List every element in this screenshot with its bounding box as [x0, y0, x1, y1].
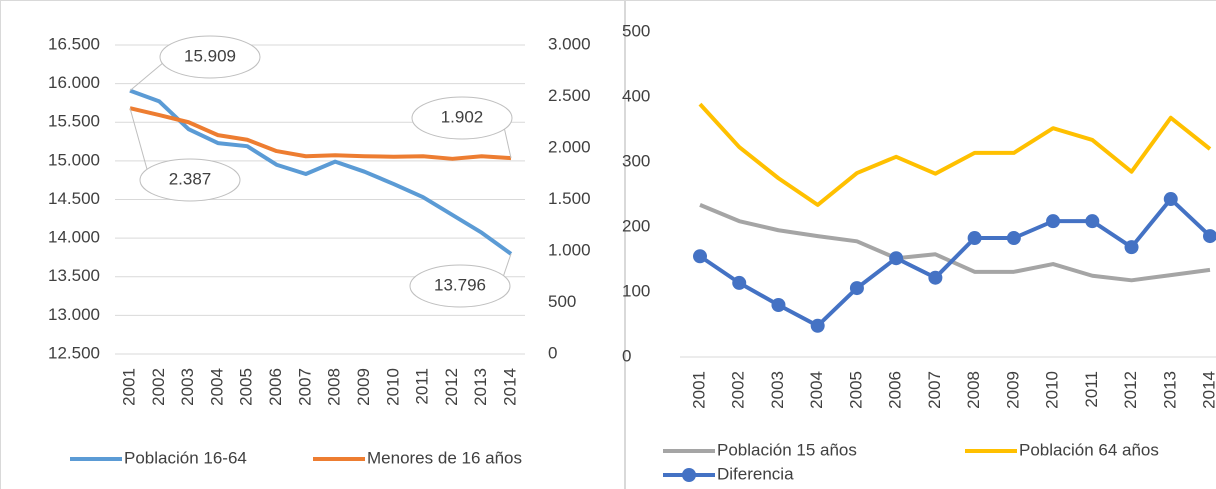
x-tick-label: 2002	[149, 368, 168, 406]
point-marker	[1124, 240, 1139, 255]
x-tick-label: 2004	[207, 368, 226, 406]
x-tick-label: 2011	[1082, 371, 1101, 408]
y-tick-label: 500	[622, 21, 650, 40]
series-line	[129, 106, 512, 161]
y-tick-label: 14.500	[48, 189, 100, 208]
legend-marker	[682, 468, 696, 482]
x-tick-label: 2006	[886, 371, 905, 409]
y-tick-label: 13.000	[48, 305, 100, 324]
x-tick-label: 2014	[1199, 371, 1216, 409]
x-tick-label: 2002	[729, 371, 748, 409]
right-chart-border	[625, 0, 1216, 489]
y-tick-label: 15.500	[48, 112, 100, 131]
x-tick-label: 2007	[925, 371, 944, 409]
y-tick-label: 12.500	[48, 343, 100, 362]
y2-tick-label: 1.500	[548, 189, 591, 208]
x-tick-label: 2001	[119, 368, 138, 406]
x-tick-label: 2005	[237, 368, 256, 406]
y2-tick-label: 2.500	[548, 86, 591, 105]
x-tick-label: 2010	[383, 368, 402, 406]
legend-label: Población 16-64	[124, 448, 247, 467]
data-label: 1.902	[441, 107, 484, 126]
legend-label: Población 64 años	[1019, 440, 1159, 459]
x-tick-label: 2007	[295, 368, 314, 406]
point-marker	[1163, 192, 1178, 207]
point-marker	[810, 318, 825, 333]
y2-tick-label: 2.000	[548, 137, 591, 156]
x-tick-label: 2014	[500, 368, 519, 406]
x-tick-label: 2010	[1043, 371, 1062, 409]
x-tick-label: 2008	[964, 371, 983, 409]
y-tick-label: 15.000	[48, 150, 100, 169]
point-marker	[693, 249, 707, 264]
y-tick-label: 16.500	[48, 34, 100, 53]
y-tick-label: 100	[622, 281, 650, 300]
y-tick-label: 400	[622, 86, 650, 105]
x-tick-label: 2013	[1160, 371, 1179, 409]
point-marker	[849, 281, 864, 296]
data-label: 15.909	[184, 46, 236, 65]
callout-bubble	[139, 158, 241, 202]
left-chart-border	[0, 0, 625, 489]
callout-bubble	[409, 264, 511, 308]
y-tick-label: 300	[622, 151, 650, 170]
point-marker	[1203, 229, 1216, 244]
x-tick-label: 2001	[689, 371, 708, 409]
callout-bubble	[159, 35, 261, 79]
series-line	[699, 203, 1211, 283]
x-tick-label: 2006	[266, 368, 285, 406]
x-tick-label: 2011	[413, 368, 432, 405]
legend-label: Diferencia	[717, 464, 794, 483]
data-label: 2.387	[169, 169, 212, 188]
point-marker	[1006, 231, 1021, 246]
y2-tick-label: 1.000	[548, 240, 591, 259]
y2-tick-label: 3.000	[548, 34, 591, 53]
callout-bubble	[411, 96, 513, 140]
point-marker	[732, 275, 747, 290]
legend-label: Menores de 16 años	[367, 448, 522, 467]
legend-label: Población 15 años	[717, 440, 857, 459]
series-line	[698, 197, 1212, 328]
point-marker	[928, 270, 943, 285]
x-tick-label: 2009	[354, 368, 373, 406]
x-tick-label: 2009	[1003, 371, 1022, 409]
x-tick-label: 2012	[442, 368, 461, 406]
x-tick-label: 2003	[178, 368, 197, 406]
y2-tick-label: 500	[548, 292, 576, 311]
point-marker	[967, 231, 982, 246]
series-line	[698, 102, 1212, 207]
x-tick-label: 2004	[807, 371, 826, 409]
point-marker	[889, 251, 904, 266]
point-marker	[1046, 214, 1061, 229]
x-tick-label: 2012	[1121, 371, 1140, 409]
y2-tick-label: 0	[548, 343, 557, 362]
x-tick-label: 2013	[471, 368, 490, 406]
x-tick-label: 2005	[846, 371, 865, 409]
y-tick-label: 16.000	[48, 73, 100, 92]
y-tick-label: 0	[622, 346, 631, 365]
x-tick-label: 2003	[768, 371, 787, 409]
y-tick-label: 200	[622, 216, 650, 235]
y-tick-label: 13.500	[48, 266, 100, 285]
series-line	[129, 88, 513, 256]
callout-pointer	[129, 108, 151, 181]
x-tick-label: 2008	[325, 368, 344, 406]
point-marker	[771, 298, 786, 312]
y-tick-label: 14.000	[48, 228, 100, 247]
data-label: 13.796	[434, 275, 486, 294]
point-marker	[1085, 214, 1100, 229]
